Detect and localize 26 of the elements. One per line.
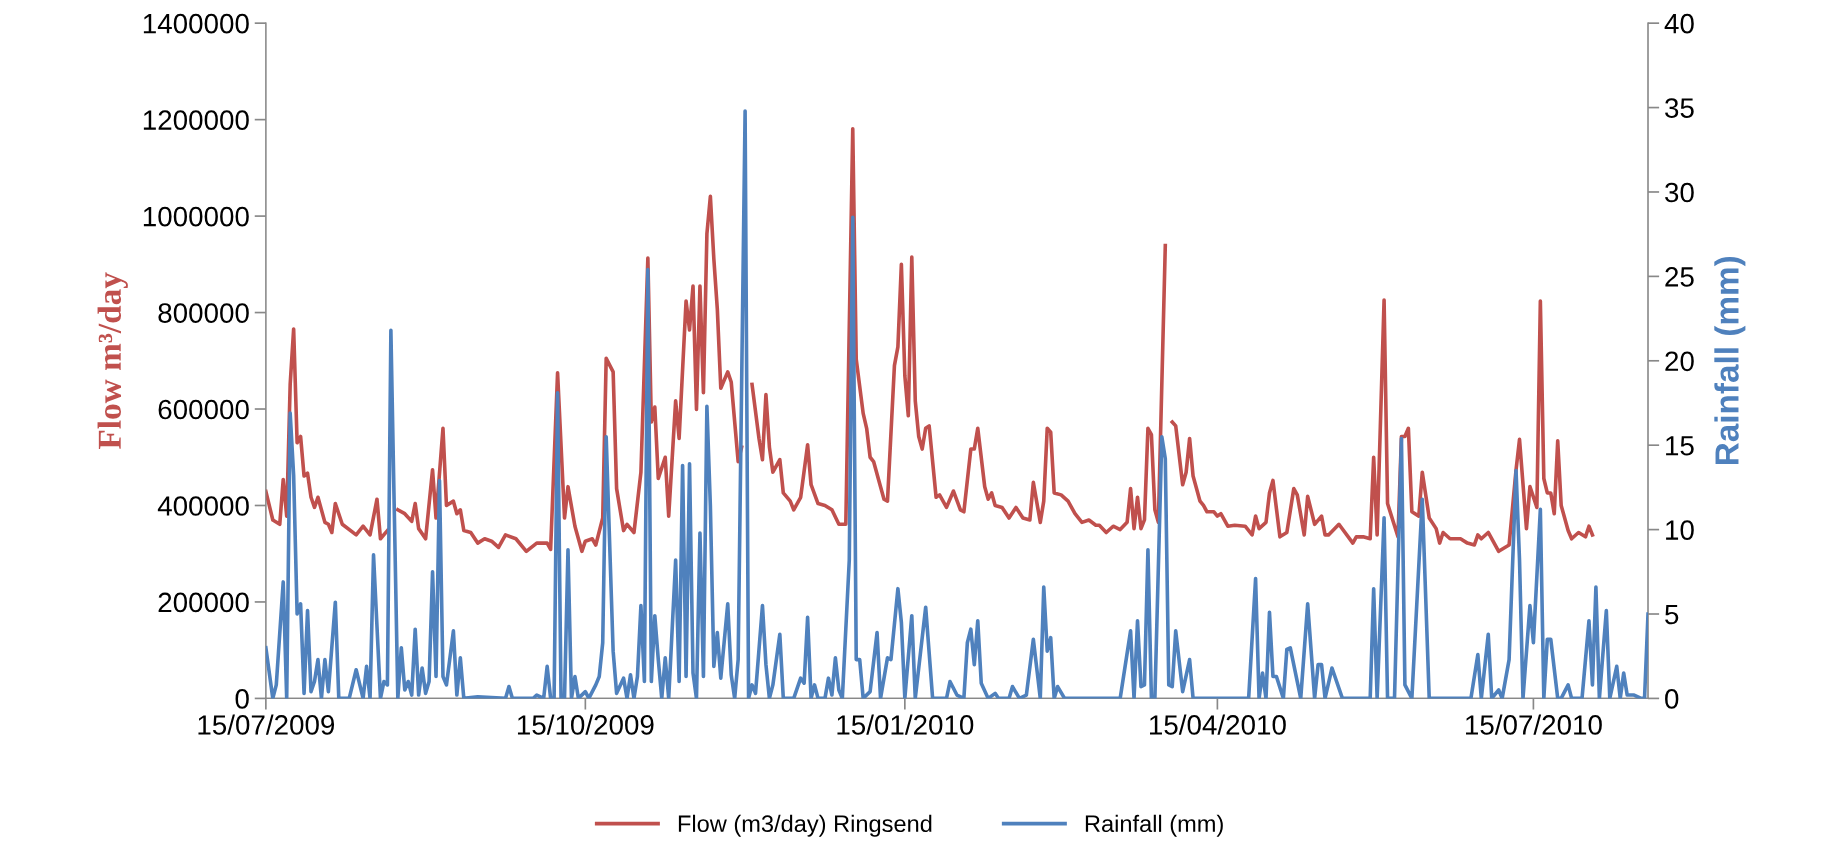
y-tick-label: 800000 (158, 303, 249, 323)
y-tick-label: 200000 (158, 592, 249, 613)
x-tick-label: 15/01/2010 (837, 714, 974, 735)
y2-tick-label: 0 (1665, 689, 1679, 709)
y-tick-label: 400000 (157, 496, 249, 516)
x-tick-label: 15/07/2009 (198, 714, 335, 735)
y-tick-label: 600000 (158, 399, 249, 420)
x-tick-label: 15/10/2009 (517, 714, 654, 735)
y2-axis-title: Rainfall (mm) (1714, 256, 1746, 465)
x-tick-label: 15/04/2010 (1150, 714, 1286, 735)
y2-tick-label: 35 (1665, 98, 1694, 118)
x-tick-label: 15/07/2010 (1466, 714, 1602, 735)
y2-tick-label: 40 (1664, 13, 1694, 34)
legend-label: Flow (m3/day) Ringsend (678, 814, 932, 837)
legend-label: Rainfall (mm) (1085, 814, 1223, 837)
y-tick-label: 1400000 (143, 13, 249, 34)
y2-tick-label: 20 (1665, 351, 1694, 372)
y2-tick-label: 5 (1665, 604, 1679, 625)
y2-tick-label: 15 (1666, 436, 1694, 456)
y2-tick-label: 30 (1665, 182, 1694, 203)
y-tick-label: 1000000 (143, 206, 249, 227)
y-tick-label: 1200000 (143, 110, 249, 130)
y-tick-label: 0 (235, 689, 249, 709)
y2-tick-label: 25 (1665, 267, 1694, 287)
y-axis-title: Flow m³/day (97, 272, 128, 450)
y2-tick-label: 10 (1666, 520, 1694, 540)
